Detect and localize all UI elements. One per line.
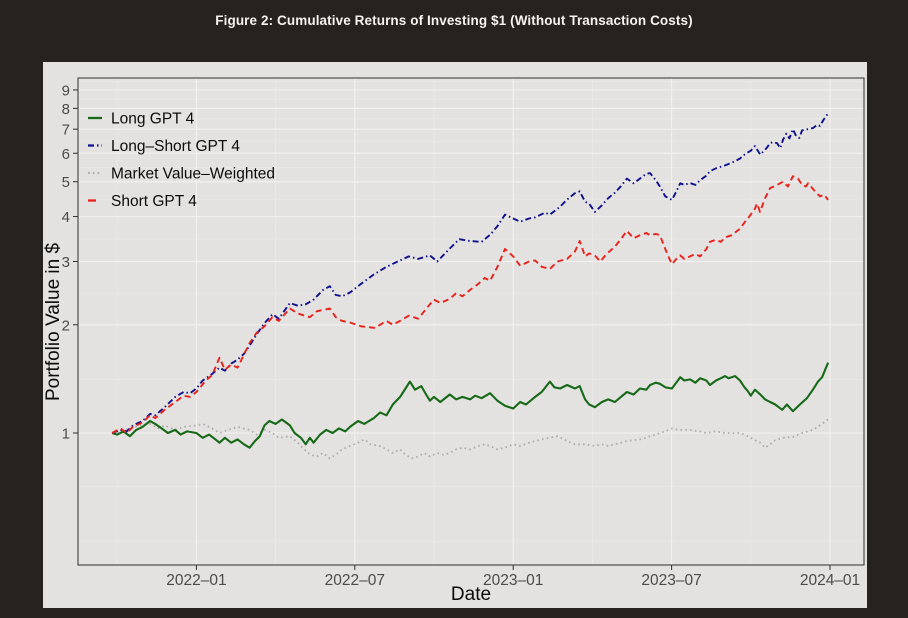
axis-ticks: [73, 89, 831, 570]
y-tick-label: 2: [62, 317, 70, 334]
x-tick-label: 2022–07: [325, 572, 385, 589]
y-tick-label: 6: [62, 146, 70, 163]
axis-tick-labels: 1 2 3 4 5 6 7 8 9 2022–01 2022–07 2023–01 2023–07 202…: [62, 82, 861, 589]
legend: Long GPT 4 Long–Short GPT 4 Market Value–W…: [88, 111, 275, 210]
series-market-value-weighted: [111, 418, 829, 460]
series-short-gpt-4: [111, 175, 829, 434]
grid-minor: [78, 78, 864, 565]
panel-border: [77, 77, 865, 566]
legend-label: Short GPT 4: [111, 193, 197, 210]
y-tick-label: 8: [62, 101, 70, 118]
y-tick-label: 5: [62, 174, 70, 191]
returns-chart: 1 2 3 4 5 6 7 8 9 2022–01 2022–07 2023–01 2023–07 202…: [43, 62, 867, 608]
legend-label: Long GPT 4: [111, 111, 195, 128]
legend-label: Market Value–Weighted: [111, 166, 275, 183]
chart-figure: 1 2 3 4 5 6 7 8 9 2022–01 2022–07 2023–01 2023–07 202…: [43, 62, 867, 608]
legend-item-market-value-weighted: Market Value–Weighted: [88, 166, 275, 183]
panel-background: [78, 78, 864, 565]
x-tick-label: 2023–07: [641, 572, 701, 589]
legend-label: Long–Short GPT 4: [111, 138, 240, 155]
series-long-gpt-4: [111, 362, 830, 449]
x-tick-label: 2022–01: [166, 572, 226, 589]
y-tick-label: 7: [62, 122, 70, 139]
legend-item-long-gpt-4: Long GPT 4: [88, 111, 195, 128]
legend-item-short-gpt-4: Short GPT 4: [88, 193, 197, 210]
y-tick-label: 4: [62, 209, 70, 226]
figure-title: Figure 2: Cumulative Returns of Investin…: [215, 12, 693, 28]
legend-item-long-short-gpt-4: Long–Short GPT 4: [88, 138, 240, 155]
series-long-short-gpt-4: [111, 112, 829, 434]
y-tick-label: 9: [62, 82, 70, 99]
x-tick-label: 2024–01: [800, 572, 860, 589]
y-axis-title: Portfolio Value in $: [43, 243, 64, 402]
x-tick-label: 2023–01: [483, 572, 543, 589]
y-tick-label: 1: [62, 426, 70, 443]
series-lines: [111, 112, 830, 460]
y-tick-label: 3: [62, 254, 70, 271]
x-axis-title: Date: [451, 584, 491, 605]
